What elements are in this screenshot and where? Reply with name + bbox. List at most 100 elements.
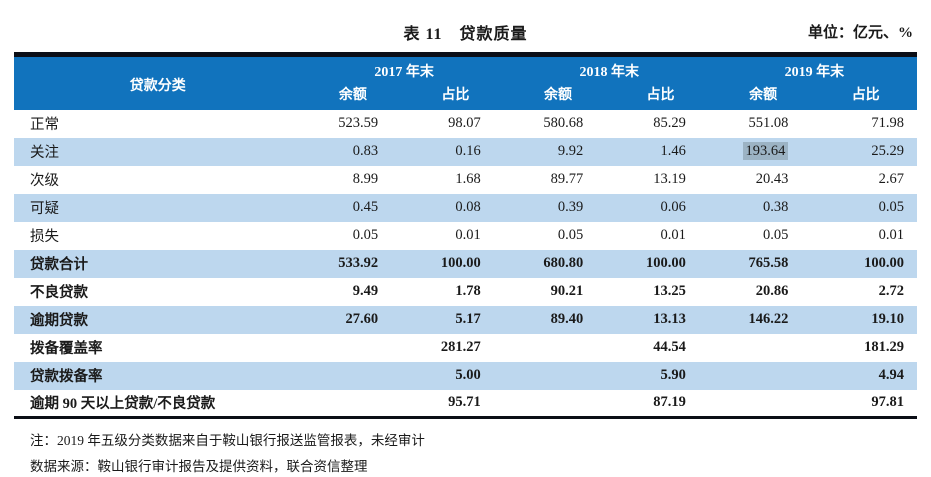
cell-value: 2.67: [878, 171, 904, 187]
row-label: 拨备覆盖率: [30, 341, 103, 357]
cell-value: 13.19: [653, 171, 686, 187]
row-label: 可疑: [30, 201, 59, 217]
cell-value: 100.00: [864, 255, 904, 271]
subheader-balance-2019: 余额: [711, 81, 815, 110]
table-header: 贷款分类 2017 年末 2018 年末 2019 年末 余额 占比 余额 占比…: [14, 54, 917, 110]
cell-value: 95.71: [448, 394, 481, 411]
table-row-loan-total: 贷款合计 533.92 100.00 680.80 100.00 765.58 …: [14, 249, 917, 278]
cell-value: [507, 334, 610, 362]
cell-value: 0.05: [557, 227, 584, 243]
row-label: 损失: [30, 229, 59, 245]
cell-value: 9.92: [557, 143, 584, 159]
cell-value: 0.05: [763, 227, 789, 243]
cell-value: 5.90: [660, 367, 686, 383]
cell-value: 0.39: [557, 199, 584, 215]
cell-value: 71.98: [871, 115, 904, 131]
subheader-balance-2017: 余额: [301, 81, 405, 110]
cell-value: 2.72: [878, 283, 904, 299]
cell-value: [507, 362, 610, 390]
cell-value: 680.80: [543, 255, 584, 271]
cell-value: 87.19: [653, 394, 686, 411]
table-row-npl: 不良贷款 9.49 1.78 90.21 13.25 20.86 2.72: [14, 278, 917, 306]
table-row-loan-provision-ratio: 贷款拨备率 5.00 5.90 4.94: [14, 361, 917, 390]
cell-value: 9.49: [352, 283, 379, 299]
cell-value: [712, 362, 815, 390]
cell-value: 0.45: [352, 199, 379, 215]
cell-value: 181.29: [864, 339, 904, 355]
cell-value: [302, 362, 405, 390]
table-row-loss: 损失 0.05 0.01 0.05 0.01 0.05 0.01: [14, 222, 917, 250]
cell-value: 523.59: [338, 115, 379, 131]
cell-value: 20.86: [755, 283, 789, 299]
row-label: 正常: [30, 117, 59, 133]
cell-value: 1.46: [660, 143, 686, 159]
row-label: 次级: [30, 173, 59, 189]
cell-value: 0.01: [455, 227, 481, 243]
cell-value: 281.27: [440, 339, 481, 355]
year-header-row: 贷款分类 2017 年末 2018 年末 2019 年末: [14, 54, 917, 110]
table-row-overdue90-to-npl: 逾期 90 天以上贷款/不良贷款 95.71 87.19 97.81: [14, 390, 917, 418]
footnote-note: 注：2019 年五级分类数据来自于鞍山银行报送监管报表，未经审计: [30, 433, 425, 448]
cell-value: 100.00: [645, 255, 686, 271]
table-row-provision-coverage: 拨备覆盖率 281.27 44.54 181.29: [14, 334, 917, 362]
table-row-doubtful: 可疑 0.45 0.08 0.39 0.06 0.38 0.05: [14, 193, 917, 222]
table-body: 正常 523.59 98.07 580.68 85.29 551.08 71.9…: [14, 110, 917, 418]
cell-value: 13.13: [653, 311, 686, 327]
year-group-2018: 2018 年末: [506, 54, 712, 82]
cell-value: 1.68: [455, 171, 481, 187]
cell-value: [712, 334, 815, 362]
footnotes: 注：2019 年五级分类数据来自于鞍山银行报送监管报表，未经审计 数据来源：鞍山…: [30, 428, 917, 477]
cell-value: 0.83: [352, 143, 379, 159]
cell-value: [302, 334, 405, 362]
table-caption-row: 表 11 贷款质量 单位：亿元、%: [14, 20, 917, 46]
cell-value: 1.78: [455, 283, 481, 299]
table-title: 表 11 贷款质量: [403, 26, 528, 43]
cell-value: 533.92: [338, 255, 379, 271]
cell-value: 580.68: [543, 115, 584, 131]
cell-value: 8.99: [352, 171, 379, 187]
footnote-source: 数据来源：鞍山银行审计报告及提供资料，联合资信整理: [30, 459, 368, 474]
cell-value: 27.60: [345, 311, 379, 327]
cell-value: 0.05: [878, 199, 904, 215]
cell-value: 5.17: [455, 311, 481, 327]
cell-value: 100.00: [440, 255, 481, 271]
subheader-share-2019: 占比: [814, 81, 917, 110]
cell-value: 0.38: [763, 199, 789, 215]
cell-value: 98.07: [448, 115, 481, 131]
cell-value: 765.58: [748, 255, 789, 271]
year-group-2017: 2017 年末: [301, 54, 507, 82]
row-label: 逾期 90 天以上贷款/不良贷款: [30, 396, 216, 413]
row-label: 贷款合计: [30, 257, 88, 273]
cell-value: 0.05: [352, 227, 379, 243]
column-header-loan-category: 贷款分类: [14, 54, 302, 110]
cell-value: 44.54: [653, 339, 686, 355]
cell-value: 89.77: [550, 171, 584, 187]
loan-quality-table: 贷款分类 2017 年末 2018 年末 2019 年末 余额 占比 余额 占比…: [14, 52, 917, 419]
row-label: 不良贷款: [30, 285, 88, 301]
cell-value: [507, 390, 610, 418]
selected-text-highlight: 193.64: [742, 142, 789, 160]
cell-value: [712, 390, 815, 418]
cell-value: 20.43: [755, 171, 789, 187]
cell-value: [302, 390, 405, 418]
cell-value: 4.94: [878, 367, 904, 383]
cell-value: 0.08: [455, 199, 481, 215]
year-group-2019: 2019 年末: [711, 54, 917, 82]
table-row-normal: 正常 523.59 98.07 580.68 85.29 551.08 71.9…: [14, 110, 917, 138]
cell-value-highlighted: 193.64: [712, 138, 815, 166]
cell-value: 0.16: [455, 143, 481, 159]
table-row-substandard: 次级 8.99 1.68 89.77 13.19 20.43 2.67: [14, 166, 917, 194]
subheader-share-2018: 占比: [609, 81, 712, 110]
row-label: 逾期贷款: [30, 313, 88, 329]
cell-value: 0.06: [660, 199, 686, 215]
cell-value: 5.00: [455, 367, 481, 383]
cell-value: 0.01: [878, 227, 904, 243]
cell-value: 97.81: [871, 394, 904, 411]
cell-value: 89.40: [550, 311, 584, 327]
unit-label: 单位：亿元、%: [807, 25, 913, 41]
cell-value: 85.29: [653, 115, 686, 131]
cell-value: 146.22: [748, 311, 789, 327]
cell-value: 90.21: [550, 283, 584, 299]
cell-value: 13.25: [653, 283, 686, 299]
